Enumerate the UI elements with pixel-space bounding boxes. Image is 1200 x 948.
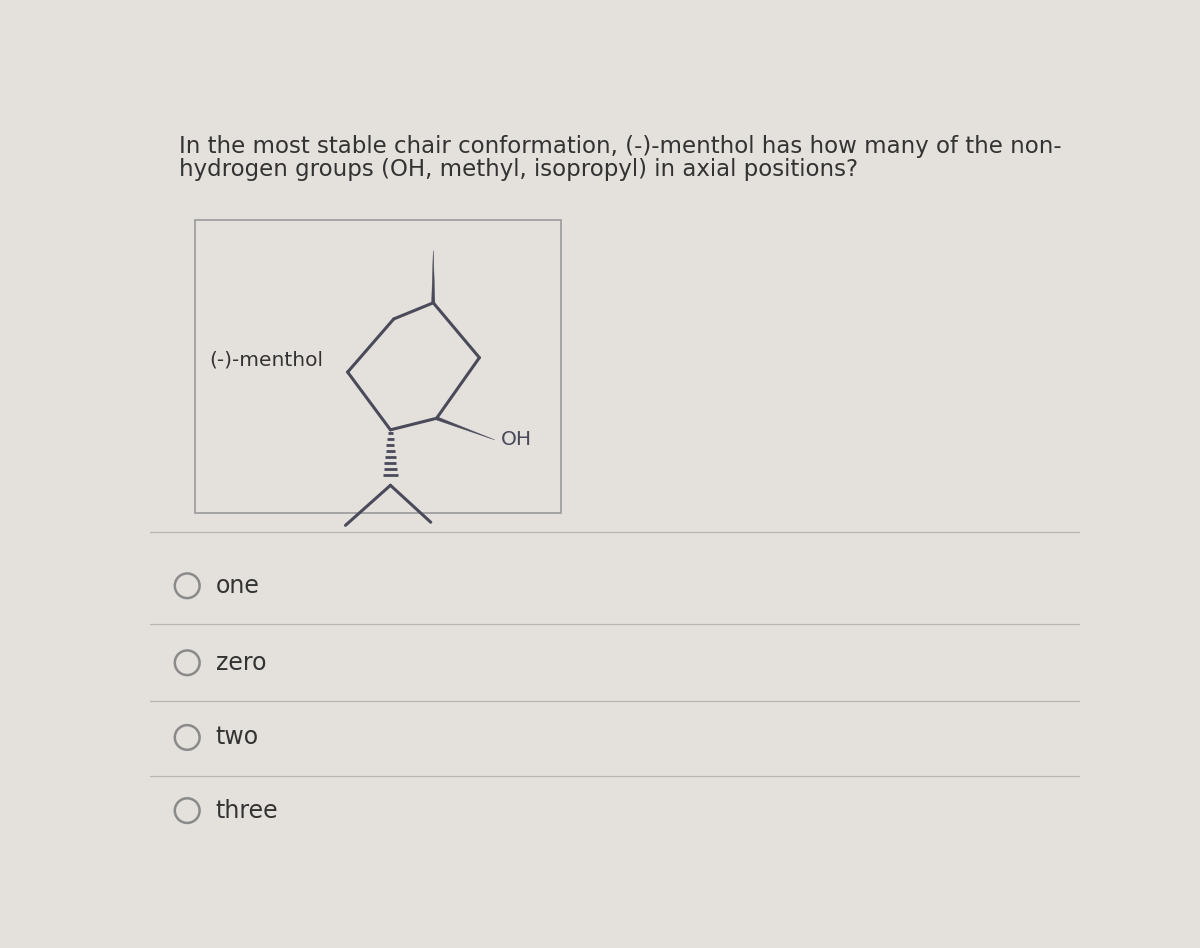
Text: zero: zero bbox=[216, 650, 266, 675]
Text: hydrogen groups (OH, methyl, isopropyl) in axial positions?: hydrogen groups (OH, methyl, isopropyl) … bbox=[180, 158, 858, 181]
Text: three: three bbox=[216, 798, 278, 823]
Text: In the most stable chair conformation, (-)-menthol has how many of the non-: In the most stable chair conformation, (… bbox=[180, 136, 1062, 158]
Polygon shape bbox=[432, 250, 434, 302]
Text: one: one bbox=[216, 574, 259, 598]
Polygon shape bbox=[436, 417, 494, 440]
Text: OH: OH bbox=[500, 430, 532, 449]
Text: two: two bbox=[216, 725, 259, 750]
Bar bbox=[194, 220, 560, 513]
Text: (-)-menthol: (-)-menthol bbox=[209, 351, 323, 370]
